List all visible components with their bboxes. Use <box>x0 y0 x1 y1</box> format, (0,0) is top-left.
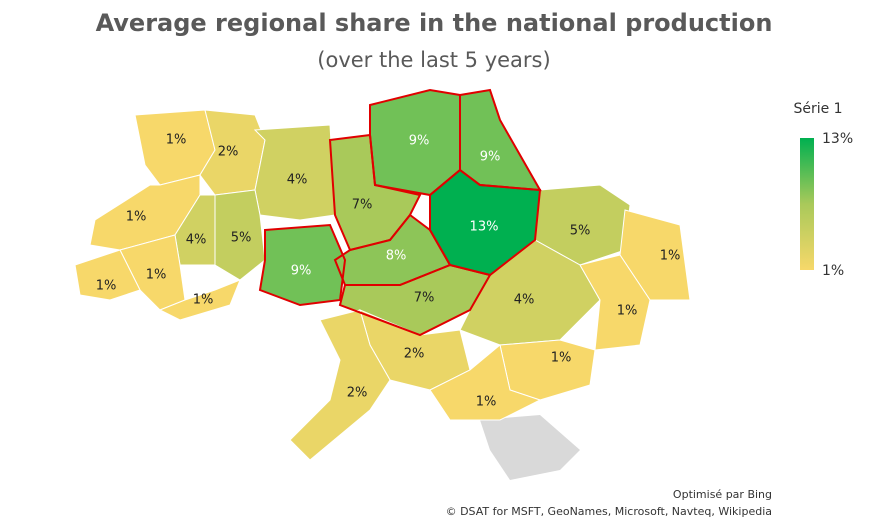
region-label: 4% <box>514 293 535 308</box>
region <box>174 194 216 266</box>
region <box>459 89 541 191</box>
region <box>579 254 651 351</box>
region <box>619 209 691 301</box>
region-label: 1% <box>126 210 147 225</box>
region-label: 9% <box>480 150 501 165</box>
region-label: 1% <box>551 351 572 366</box>
region-label: 9% <box>291 264 312 279</box>
region-label: 1% <box>617 304 638 319</box>
region-label: 7% <box>414 291 435 306</box>
region-label: 1% <box>96 279 117 294</box>
attribution: Optimisé par Bing <box>673 488 772 501</box>
legend-min: 1% <box>822 263 844 279</box>
region-outline <box>258 223 347 307</box>
region <box>74 249 141 301</box>
region-label: 2% <box>404 347 425 362</box>
region-label: 1% <box>166 133 187 148</box>
region-label: 9% <box>409 134 430 149</box>
attribution: © DSAT for MSFT, GeoNames, Microsoft, Na… <box>446 505 772 518</box>
legend-bar <box>800 138 814 270</box>
labels: 1% 2% 4% 7% 9% 9% 13% 5% 1% 4% 5% 9% 8% 7% 4% 1% 1% 1% 1% 1… <box>96 133 681 410</box>
region-label: 5% <box>231 231 252 246</box>
region-label: 1% <box>193 293 214 308</box>
regions <box>74 88 691 461</box>
legend-title: Série 1 <box>793 101 842 117</box>
legend-max: 13% <box>822 131 853 147</box>
region-label: 1% <box>660 249 681 264</box>
region-label: 1% <box>476 395 497 410</box>
region-label: 2% <box>218 145 239 160</box>
region-label: 1% <box>146 268 167 283</box>
region-label: 7% <box>352 198 373 213</box>
region-label: 5% <box>570 224 591 239</box>
region <box>289 309 391 461</box>
region-label: 4% <box>186 233 207 248</box>
region-label: 8% <box>386 249 407 264</box>
region-label: 2% <box>347 386 368 401</box>
region <box>158 279 241 321</box>
region-label: 13% <box>470 220 499 235</box>
region-label: 4% <box>287 173 308 188</box>
region <box>429 344 542 421</box>
chart-subtitle: (over the last 5 years) <box>317 48 550 72</box>
chart-title: Average regional share in the national p… <box>96 9 773 37</box>
crimea <box>480 415 580 480</box>
region-outline <box>338 263 492 337</box>
